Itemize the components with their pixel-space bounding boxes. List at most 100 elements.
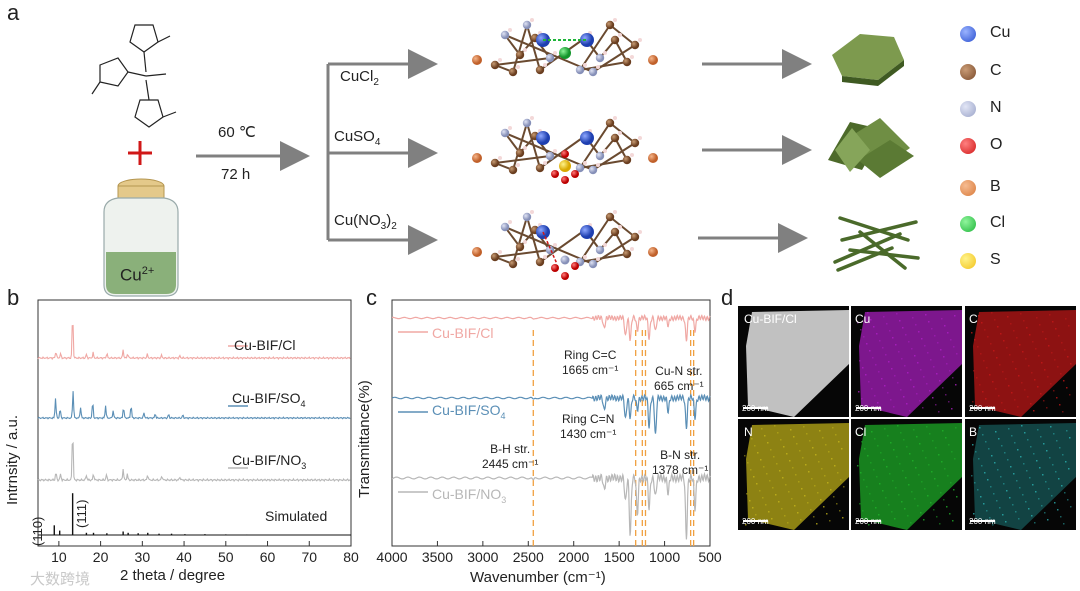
eds-speck-5-84 xyxy=(1044,512,1046,514)
mol-0-bond-15 xyxy=(504,34,594,73)
eds-speck-4-40 xyxy=(889,473,891,475)
mol-1-atom-7 xyxy=(535,163,545,173)
mol-0-atom-3 xyxy=(545,53,555,63)
eds-speck-1-79 xyxy=(893,406,895,408)
eds-speck-1-96 xyxy=(922,407,924,409)
eds-speck-2-113 xyxy=(978,315,980,317)
c-tick-label-2000: 2000 xyxy=(558,549,589,565)
eds-speck-4-128 xyxy=(945,437,947,439)
eds-speck-4-86 xyxy=(891,511,893,513)
eds-speck-3-60 xyxy=(803,426,805,428)
eds-speck-5-115 xyxy=(991,455,993,457)
eds-particle-4 xyxy=(859,423,962,530)
eds-speck-5-112 xyxy=(980,496,982,498)
mol-2-bond-14 xyxy=(592,236,636,265)
eds-speck-1-138 xyxy=(876,333,878,335)
eds-speck-5-126 xyxy=(998,438,1000,440)
eds-speck-3-139 xyxy=(826,513,828,515)
c-band-cun: Cu-N str. 665 cm⁻¹ xyxy=(654,364,704,394)
eds-speck-5-57 xyxy=(1045,481,1047,483)
eds-speck-2-103 xyxy=(1008,385,1010,387)
c-legend-so4: Cu-BIF/SO4 xyxy=(432,402,506,421)
salt-base-cuno32: Cu(NO xyxy=(334,212,381,229)
eds-speck-4-88 xyxy=(865,517,867,519)
eds-speck-3-115 xyxy=(838,441,840,443)
eds-speck-4-116 xyxy=(901,501,903,503)
b-tick-label-70: 70 xyxy=(301,549,317,565)
eds-speck-5-116 xyxy=(1028,508,1030,510)
mol-0-h-11 xyxy=(630,55,634,59)
eds-speck-1-99 xyxy=(933,366,935,368)
eds-speck-2-44 xyxy=(1025,358,1027,360)
eds-speck-3-132 xyxy=(767,442,769,444)
mol-1-atom-14 xyxy=(630,138,640,148)
eds-speck-4-80 xyxy=(869,493,871,495)
eds-speck-1-43 xyxy=(861,398,863,400)
cu-ion-symbol: Cu xyxy=(120,265,142,285)
eds-speck-3-76 xyxy=(795,474,797,476)
eds-label-4: Cl xyxy=(855,425,867,439)
eds-speck-1-71 xyxy=(897,382,899,384)
eds-speck-3-107 xyxy=(842,517,844,519)
eds-speck-5-109 xyxy=(1069,437,1071,439)
eds-speck-4-120 xyxy=(949,513,951,515)
eds-speck-4-122 xyxy=(923,519,925,521)
eds-speck-4-139 xyxy=(952,520,954,522)
mol-0-bond-12 xyxy=(579,24,611,71)
mol-2-atom-7 xyxy=(535,257,545,267)
eds-speck-5-52 xyxy=(1060,516,1062,518)
mol-0-atom-15 xyxy=(588,67,598,77)
eds-speck-2-60 xyxy=(1017,406,1019,408)
mol-0-atom-10 xyxy=(610,35,620,45)
eds-speck-3-61 xyxy=(840,479,842,481)
eds-speck-2-64 xyxy=(1065,318,1067,320)
eds-speck-1-49 xyxy=(883,316,885,318)
eds-speck-5-102 xyxy=(1010,466,1012,468)
eds-speck-1-98 xyxy=(896,313,898,315)
eds-speck-1-118 xyxy=(936,373,938,375)
eds-speck-5-78 xyxy=(1022,494,1024,496)
eds-speck-1-139 xyxy=(913,386,915,388)
eds-speck-2-128 xyxy=(1033,410,1035,412)
eds-speck-3-137 xyxy=(752,507,754,509)
eds-speck-2-127 xyxy=(996,357,998,359)
mol-1-bond-15 xyxy=(504,132,594,171)
eds-speck-2-126 xyxy=(1059,404,1061,406)
eds-speck-5-139 xyxy=(979,427,981,429)
eds-speck-1-94 xyxy=(948,401,950,403)
eds-speck-1-74 xyxy=(908,341,910,343)
c-tick-label-1000: 1000 xyxy=(649,549,680,565)
mol-1-atom-3 xyxy=(545,151,555,161)
b-x-axis-label: 2 theta / degree xyxy=(120,567,226,584)
salt-base-cuso4: CuSO xyxy=(334,128,375,145)
eds-speck-1-86 xyxy=(952,377,954,379)
mol-1-cu-right xyxy=(580,131,594,145)
eds-speck-2-57 xyxy=(1006,347,1008,349)
eds-speck-5-99 xyxy=(999,507,1001,509)
eds-speck-5-104 xyxy=(984,472,986,474)
eds-speck-2-98 xyxy=(1023,320,1025,322)
eds-speck-2-139 xyxy=(1040,393,1042,395)
eds-speck-3-88 xyxy=(839,510,841,512)
mol-1-h-12 xyxy=(583,161,587,165)
eds-speck-4-136 xyxy=(941,461,943,463)
eds-speck-1-136 xyxy=(902,327,904,329)
eds-speck-3-116 xyxy=(775,494,777,496)
xrd-line-2 xyxy=(37,441,351,483)
eds-speck-3-47 xyxy=(822,437,824,439)
eds-speck-4-135 xyxy=(904,508,906,510)
mol-0-h-10 xyxy=(618,33,622,37)
eds-speck-5-86 xyxy=(1018,518,1020,520)
mol-2-h-15 xyxy=(596,257,600,261)
eds-speck-3-138 xyxy=(789,460,791,462)
eds-scale-1: 200 nm xyxy=(855,404,882,413)
eds-speck-5-61 xyxy=(993,493,995,495)
eds-speck-2-137 xyxy=(1066,387,1068,389)
eds-speck-5-75 xyxy=(1011,435,1013,437)
eds-speck-3-89 xyxy=(776,463,778,465)
eds-scale-4: 200 nm xyxy=(855,517,882,526)
eds-speck-5-43 xyxy=(1027,439,1029,441)
panel-c-frame xyxy=(391,299,711,547)
b-tick-label-10: 10 xyxy=(51,549,67,565)
c-band-bn-value: 1378 cm⁻¹ xyxy=(652,463,709,477)
